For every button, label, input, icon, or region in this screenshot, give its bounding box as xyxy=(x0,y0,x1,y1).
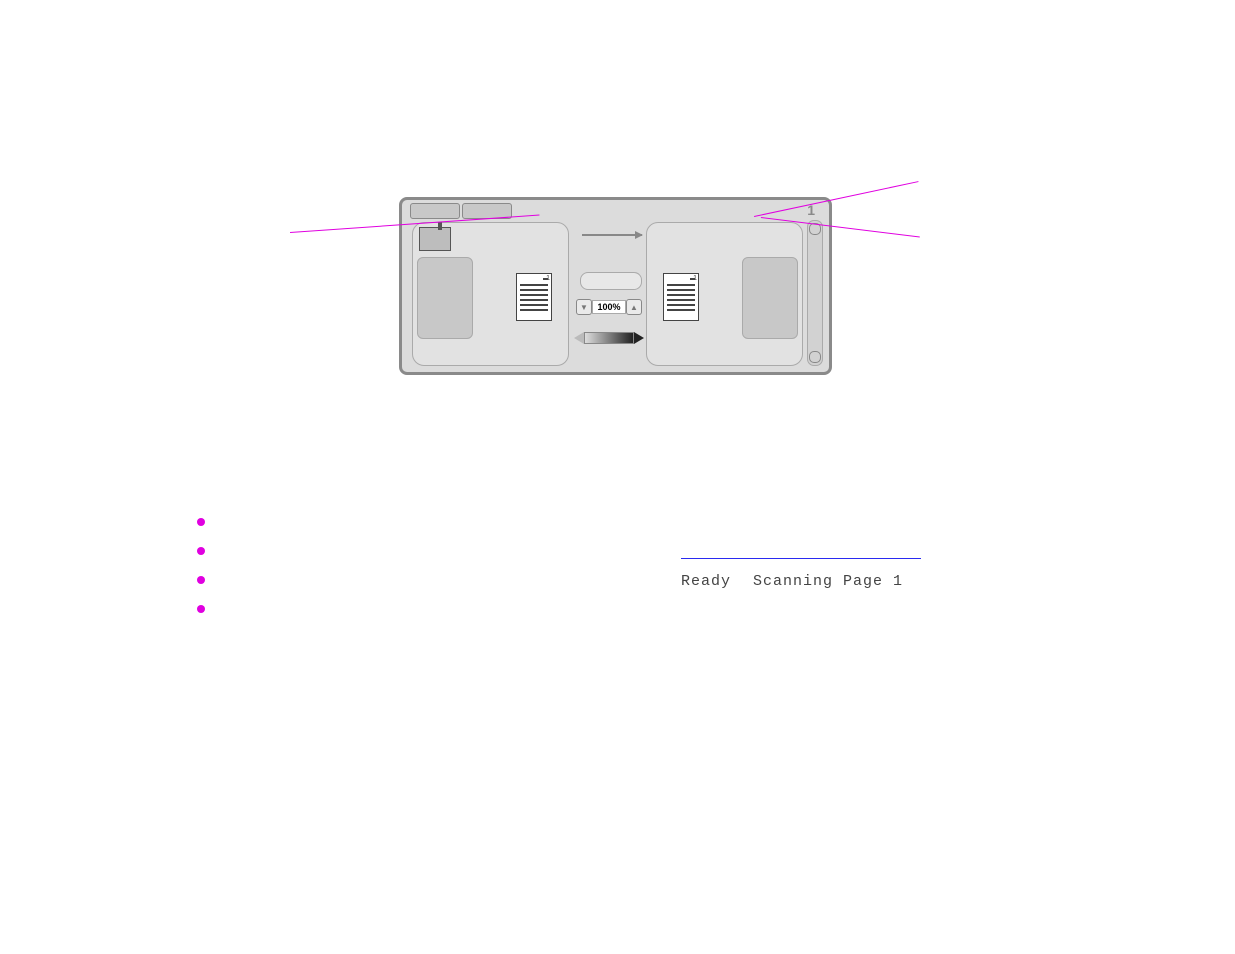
status-ready: Ready xyxy=(681,573,731,590)
original-area: 1 xyxy=(412,222,569,366)
lighter-icon xyxy=(574,332,584,344)
status-text: Ready Scanning Page 1 xyxy=(681,573,921,590)
zoom-control: ▼ 100% ▲ xyxy=(576,298,642,316)
zoom-in-button[interactable]: ▲ xyxy=(626,299,642,315)
output-page-number: 1 xyxy=(693,275,697,282)
bullet-marker xyxy=(197,547,205,555)
bullet-list xyxy=(197,518,205,634)
page-root: 1 1 ▼ 100% ▲ 1 xyxy=(0,0,1235,954)
darker-icon xyxy=(634,332,644,344)
mode-pill[interactable] xyxy=(580,272,642,290)
panel-tab-1[interactable] xyxy=(410,203,460,219)
bullet-marker xyxy=(197,518,205,526)
status-scanning: Scanning Page 1 xyxy=(753,573,903,590)
density-slider[interactable] xyxy=(574,332,644,344)
density-bar xyxy=(584,332,634,344)
original-page-icon: 1 xyxy=(516,273,552,321)
original-page-number: 1 xyxy=(546,275,550,282)
bullet-marker xyxy=(197,576,205,584)
feeder-icon xyxy=(419,227,451,251)
bullet-marker xyxy=(197,605,205,613)
output-area: 1 xyxy=(646,222,803,366)
zoom-value: 100% xyxy=(592,300,626,314)
status-area: Ready Scanning Page 1 xyxy=(681,558,921,590)
zoom-out-button[interactable]: ▼ xyxy=(576,299,592,315)
status-divider xyxy=(681,558,921,559)
copier-panel: 1 1 ▼ 100% ▲ 1 xyxy=(399,197,832,375)
output-page-icon: 1 xyxy=(663,273,699,321)
down-triangle-icon: ▼ xyxy=(580,303,588,312)
output-tray xyxy=(742,257,798,339)
flow-arrow-icon xyxy=(582,234,642,236)
side-scrollbar[interactable] xyxy=(807,220,823,366)
up-triangle-icon: ▲ xyxy=(630,303,638,312)
scroll-down-icon[interactable] xyxy=(809,351,821,363)
original-tray xyxy=(417,257,473,339)
